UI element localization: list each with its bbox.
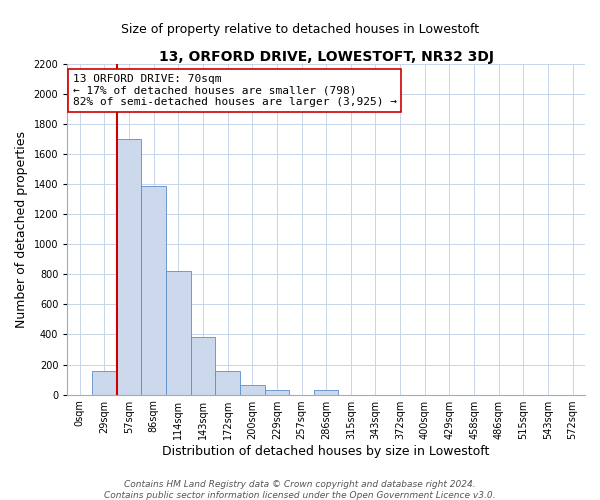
X-axis label: Distribution of detached houses by size in Lowestoft: Distribution of detached houses by size …: [163, 444, 490, 458]
Text: Size of property relative to detached houses in Lowestoft: Size of property relative to detached ho…: [121, 22, 479, 36]
Text: Contains HM Land Registry data © Crown copyright and database right 2024.
Contai: Contains HM Land Registry data © Crown c…: [104, 480, 496, 500]
Bar: [141, 186, 166, 394]
Y-axis label: Number of detached properties: Number of detached properties: [15, 131, 28, 328]
Text: 13 ORFORD DRIVE: 70sqm
← 17% of detached houses are smaller (798)
82% of semi-de: 13 ORFORD DRIVE: 70sqm ← 17% of detached…: [73, 74, 397, 107]
Bar: [166, 272, 191, 394]
Bar: [215, 370, 240, 394]
Bar: [191, 336, 215, 394]
Bar: [240, 385, 265, 394]
Bar: [116, 139, 141, 394]
Bar: [265, 390, 289, 394]
Bar: [314, 390, 338, 394]
Bar: [92, 372, 116, 394]
Title: 13, ORFORD DRIVE, LOWESTOFT, NR32 3DJ: 13, ORFORD DRIVE, LOWESTOFT, NR32 3DJ: [158, 50, 494, 64]
